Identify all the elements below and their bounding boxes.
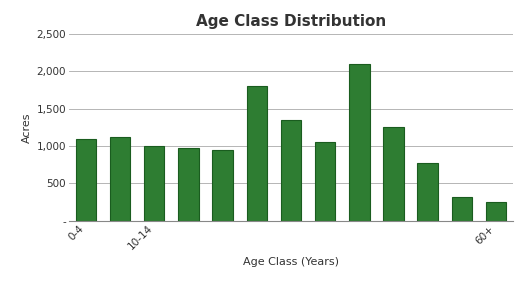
Bar xyxy=(178,148,199,221)
Bar xyxy=(110,137,130,221)
Y-axis label: Acres: Acres xyxy=(22,112,32,143)
Bar xyxy=(486,202,506,221)
Bar xyxy=(383,127,404,221)
Bar xyxy=(76,139,96,221)
Bar xyxy=(212,150,233,221)
Bar xyxy=(247,86,267,221)
X-axis label: Age Class (Years): Age Class (Years) xyxy=(243,258,339,267)
Bar xyxy=(417,163,438,221)
Bar xyxy=(281,120,301,221)
Bar xyxy=(452,197,472,221)
Title: Age Class Distribution: Age Class Distribution xyxy=(196,14,386,29)
Bar xyxy=(349,64,370,221)
Bar xyxy=(144,146,165,221)
Bar xyxy=(315,142,335,221)
